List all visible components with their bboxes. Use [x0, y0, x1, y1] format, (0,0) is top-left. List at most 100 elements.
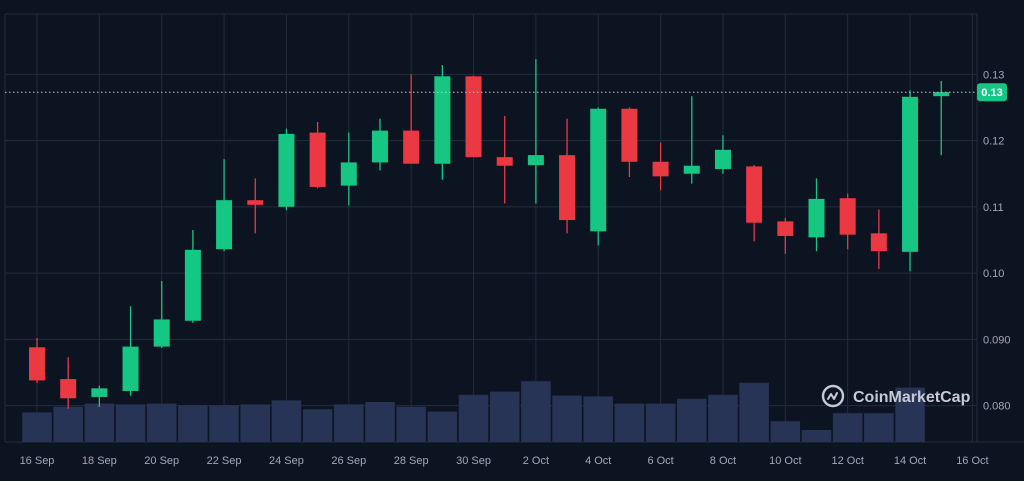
x-tick-label: 6 Oct [647, 455, 673, 467]
candle-down [496, 116, 513, 204]
candle-up [340, 132, 357, 206]
volume-bar [427, 411, 458, 442]
volume-bar [832, 413, 863, 442]
candle-down [247, 178, 264, 234]
y-tick-label: 0.12 [983, 136, 1004, 148]
volume-bar [396, 406, 426, 442]
volume-bar [334, 404, 364, 442]
volume-bar [84, 403, 115, 442]
volume-bar [614, 403, 645, 442]
candle-body [309, 132, 326, 187]
y-tick-label: 0.13 [983, 69, 1004, 81]
candle-body [403, 130, 420, 164]
x-tick-label: 22 Sep [207, 455, 242, 467]
watermark: CoinMarketCap [821, 384, 971, 408]
candle-up [714, 135, 731, 174]
x-tick-label: 10 Oct [769, 455, 801, 467]
candle-body [777, 221, 794, 236]
volume-bar [365, 402, 395, 442]
x-tick-label: 4 Oct [585, 455, 611, 467]
candle-body [933, 92, 950, 97]
current-price-badge [977, 83, 1007, 102]
candle-down [403, 74, 420, 164]
volume-bar [895, 387, 925, 442]
candle-up [683, 96, 700, 184]
x-tick-label: 26 Sep [331, 455, 366, 467]
candle-body [91, 388, 108, 397]
volume-bar [53, 406, 83, 442]
candle-body [153, 319, 170, 347]
candle-body [527, 155, 544, 166]
candle-body [652, 161, 669, 177]
volume-bar [677, 398, 707, 442]
current-price-label: 0.13 [981, 87, 1002, 99]
volume-bar [146, 403, 177, 442]
candle-up [216, 159, 233, 252]
candle-up [184, 230, 201, 323]
candle-down [465, 75, 482, 158]
candle-body [465, 76, 482, 158]
candle-down [839, 193, 856, 250]
candle-up [371, 118, 388, 171]
candle-body [839, 198, 856, 235]
x-tick-label: 18 Sep [82, 455, 117, 467]
candle-body [60, 379, 77, 399]
volume-bar [209, 405, 239, 442]
volume-bar [739, 382, 769, 442]
volume-bar [801, 430, 832, 442]
candle-body [371, 130, 388, 163]
candle-down [652, 142, 669, 191]
watermark-text: CoinMarketCap [853, 389, 971, 406]
volume-bar [770, 421, 801, 442]
volume-bar [302, 409, 333, 442]
candle-up [91, 385, 108, 407]
x-tick-label: 16 Oct [956, 455, 988, 467]
candle-up [933, 80, 950, 156]
x-tick-label: 16 Sep [20, 455, 55, 467]
x-tick-label: 8 Oct [710, 455, 736, 467]
volume-bar [645, 403, 676, 442]
volume-bar [458, 394, 489, 442]
x-tick-label: 24 Sep [269, 455, 304, 467]
y-tick-label: 0.080 [983, 401, 1011, 413]
volume-bar [864, 413, 894, 442]
candle-up [590, 107, 607, 246]
volume-bar [271, 400, 302, 442]
current-price-line: 0.13 [5, 83, 1007, 102]
volume-bar [708, 394, 738, 442]
volume-bar [178, 405, 208, 442]
candle-body [29, 347, 45, 381]
candle-down [621, 107, 638, 177]
x-tick-label: 28 Sep [394, 455, 429, 467]
candle-up [278, 128, 295, 211]
y-tick-label: 0.090 [983, 334, 1011, 346]
candle-body [559, 155, 576, 221]
coinmarketcap-logo-icon [821, 384, 845, 408]
candle-body [683, 165, 700, 174]
candle-body [184, 249, 201, 321]
candle-up [434, 65, 451, 180]
candle-up [527, 59, 544, 204]
candle-body [621, 108, 638, 162]
y-axis: 0.080 0.090 0.10 0.11 0.12 0.13 [983, 69, 1011, 412]
x-tick-label: 20 Sep [144, 455, 179, 467]
volume-bar [521, 381, 551, 442]
x-tick-label: 30 Sep [456, 455, 491, 467]
x-axis: 16 Sep 18 Sep 20 Sep 22 Sep 24 Sep 26 Sep 28 S… [20, 455, 989, 467]
candle-body [590, 108, 607, 232]
candle-up [808, 178, 825, 252]
candle-body [870, 233, 887, 252]
candle-up [153, 281, 170, 348]
x-tick-label: 14 Oct [894, 455, 926, 467]
candle-body [434, 76, 451, 164]
candle-body [247, 200, 264, 205]
candle-body [216, 200, 233, 250]
volume-bar [240, 404, 271, 442]
candle-down [309, 122, 326, 189]
candle-down [29, 337, 45, 384]
volume-bars [22, 381, 925, 442]
candle-up [902, 90, 919, 272]
candle-down [559, 118, 576, 234]
